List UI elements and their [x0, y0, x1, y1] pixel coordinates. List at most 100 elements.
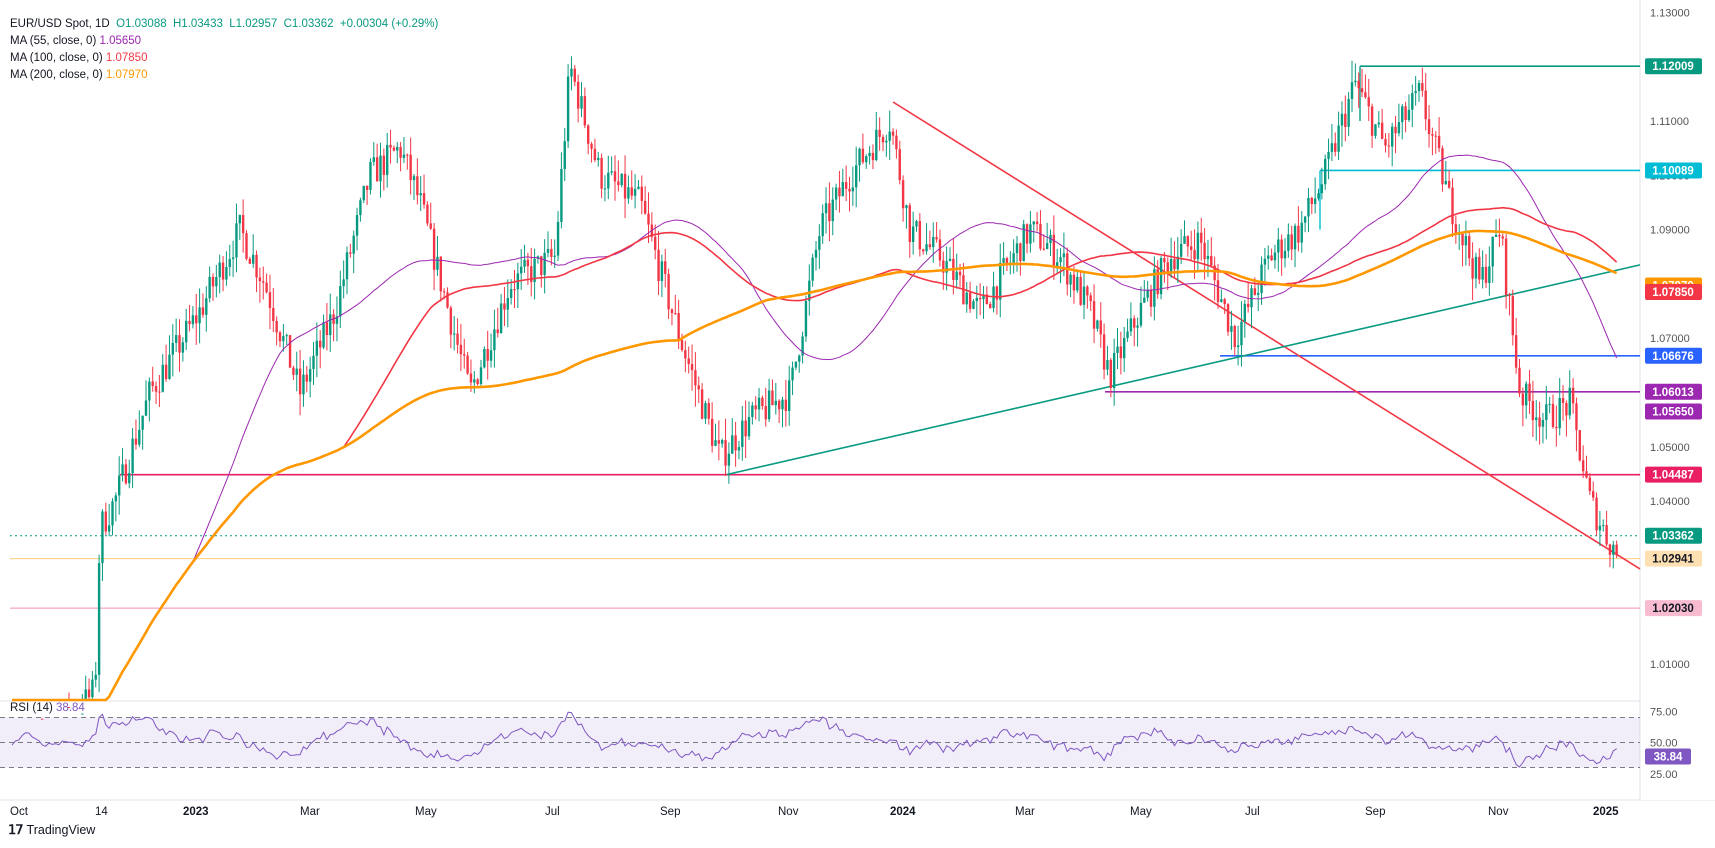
- candle-body: [1377, 122, 1380, 125]
- candle-body: [1042, 248, 1045, 250]
- candle-body: [84, 689, 87, 700]
- candle-body: [151, 381, 154, 386]
- candle-body: [493, 329, 496, 351]
- candle-body: [851, 187, 855, 192]
- candle-body: [275, 320, 278, 333]
- rsi-label: RSI (14): [10, 702, 53, 714]
- candle-body: [429, 223, 432, 229]
- candle-body: [737, 447, 741, 451]
- candle-body: [526, 259, 530, 267]
- candle-body: [600, 157, 603, 189]
- candle-body: [1447, 180, 1451, 188]
- symbol-title[interactable]: EUR/USD Spot, 1D: [10, 18, 110, 30]
- candle-body: [1528, 383, 1531, 401]
- candle-body: [811, 257, 814, 281]
- candle-body: [848, 188, 851, 192]
- y-tick-label: 1.07000: [1650, 333, 1690, 345]
- candle-body: [419, 193, 422, 196]
- candle-body: [801, 336, 804, 356]
- candle-body: [1615, 544, 1618, 556]
- candle-body: [399, 146, 402, 158]
- candle-body: [1293, 225, 1297, 250]
- candle-body: [560, 169, 563, 222]
- candle-body: [359, 200, 362, 216]
- candle-body: [181, 342, 185, 353]
- candle-body: [486, 348, 489, 361]
- rsi-legend[interactable]: RSI (14) 38.84: [10, 702, 85, 714]
- candle-body: [1133, 318, 1136, 328]
- price-label: 1.02941: [1652, 554, 1694, 566]
- candle-body: [1514, 335, 1518, 368]
- candle-body: [1250, 288, 1253, 308]
- candle-body: [241, 215, 245, 234]
- candle-body: [1468, 236, 1471, 259]
- candle-body: [824, 203, 828, 214]
- candle-body: [81, 713, 84, 715]
- candle-body: [1397, 122, 1401, 134]
- candle-body: [1035, 221, 1039, 224]
- tradingview-brand[interactable]: 𝟣𝟩 TradingView: [8, 822, 95, 838]
- x-tick-label: 14: [95, 806, 108, 818]
- candle-body: [1190, 246, 1193, 251]
- candle-body: [1555, 426, 1558, 429]
- candle-body: [717, 440, 721, 444]
- candle-body: [1149, 289, 1153, 307]
- candle-body: [654, 236, 657, 250]
- price-label-bg: [1645, 162, 1702, 179]
- candle-body: [1471, 258, 1474, 279]
- candle-body: [798, 355, 801, 362]
- candle-body: [1484, 266, 1488, 283]
- candle-body: [747, 417, 751, 437]
- candle-body: [533, 258, 536, 283]
- candle-body: [985, 294, 989, 304]
- candle-body: [409, 154, 412, 181]
- candle-body: [469, 373, 473, 383]
- candle-body: [1012, 253, 1015, 263]
- candle-body: [118, 475, 121, 496]
- ma55-legend[interactable]: MA (55, close, 0) 1.05650: [10, 33, 438, 50]
- candle-body: [1404, 106, 1407, 120]
- candle-body: [677, 313, 680, 340]
- candle-body: [844, 182, 848, 189]
- candle-body: [463, 354, 466, 356]
- candle-body: [643, 200, 647, 214]
- candle-body: [590, 143, 593, 149]
- candle-body: [1551, 403, 1555, 427]
- candle-body: [1243, 303, 1246, 322]
- ma55-value: 1.05650: [99, 35, 142, 47]
- candle-body: [1099, 320, 1102, 335]
- ma200-legend[interactable]: MA (200, close, 0) 1.07970: [10, 67, 438, 84]
- candle-body: [543, 252, 546, 275]
- candle-body: [945, 261, 948, 273]
- candle-body: [1166, 262, 1169, 272]
- candle-body: [369, 161, 372, 190]
- ma100-legend[interactable]: MA (100, close, 0) 1.07850: [10, 50, 438, 67]
- candle-body: [315, 340, 319, 356]
- candle-body: [1327, 151, 1330, 159]
- candle-body: [1437, 135, 1441, 149]
- y-tick-label: 1.05000: [1650, 442, 1690, 454]
- candle-body: [1498, 234, 1501, 237]
- ohlc-row: EUR/USD Spot, 1D O1.03088 H1.03433 L1.02…: [10, 16, 438, 33]
- candle-body: [40, 718, 44, 720]
- candle-body: [1585, 471, 1588, 478]
- candle-body: [121, 464, 124, 476]
- candle-body: [1434, 135, 1437, 137]
- candle-body: [1283, 250, 1287, 259]
- candle-body: [396, 146, 399, 151]
- candle-body: [942, 260, 945, 273]
- candle-body: [1069, 274, 1072, 285]
- candle-body: [764, 405, 767, 420]
- candle-body: [238, 215, 241, 224]
- candle-body: [1059, 257, 1062, 263]
- candle-body: [1045, 243, 1049, 249]
- candle-body: [252, 254, 255, 264]
- candle-body: [530, 266, 533, 283]
- candle-body: [1086, 286, 1089, 296]
- candle-body: [1143, 297, 1146, 303]
- candle-body: [891, 131, 895, 136]
- price-axis-cover: [1641, 0, 1715, 800]
- candle-body: [124, 464, 128, 484]
- candle-body: [305, 374, 308, 382]
